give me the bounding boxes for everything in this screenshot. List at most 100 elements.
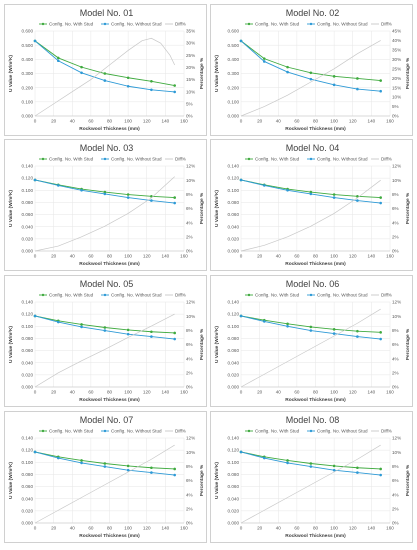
data-point-with bbox=[126, 464, 130, 468]
data-point-with bbox=[80, 459, 83, 462]
y2-tick-label: 35% bbox=[186, 29, 195, 34]
x-tick-label: 100 bbox=[124, 254, 132, 259]
legend-marker-without bbox=[103, 157, 107, 161]
data-point-without bbox=[103, 192, 107, 196]
y2-tick-label: 12% bbox=[392, 436, 401, 441]
data-point-with bbox=[173, 467, 176, 471]
x-tick-label: 80 bbox=[313, 254, 319, 259]
data-point-with bbox=[309, 190, 313, 194]
data-point-with bbox=[379, 79, 382, 82]
y2-axis-label: Percentage % bbox=[405, 57, 411, 89]
legend-marker-with bbox=[41, 157, 45, 161]
series-line-diff bbox=[240, 179, 381, 252]
chart-svg: Model No. 06 Config. No. With Stud Config.… bbox=[214, 279, 411, 403]
y2-tick-label: 40% bbox=[392, 38, 401, 43]
y2-tick-label: 0% bbox=[186, 114, 193, 119]
data-point-without bbox=[56, 184, 60, 187]
legend-marker-without bbox=[103, 293, 107, 297]
y-tick-label: 0.100 bbox=[228, 324, 240, 329]
data-point-with bbox=[150, 330, 153, 334]
chart-title: Model No. 02 bbox=[286, 8, 340, 18]
chart-title: Model No. 08 bbox=[286, 415, 340, 425]
data-point-without bbox=[309, 77, 313, 81]
data-point-with bbox=[126, 76, 130, 80]
y2-tick-label: 10% bbox=[186, 178, 195, 183]
y-axis-label: U Value (W/m²K) bbox=[214, 326, 220, 363]
x-tick-label: 140 bbox=[162, 119, 170, 124]
x-tick-label: 160 bbox=[180, 254, 188, 259]
y2-tick-label: 8% bbox=[392, 464, 399, 469]
y-tick-label: 0.020 bbox=[228, 236, 240, 241]
data-point-with bbox=[379, 331, 382, 334]
y2-tick-label: 12% bbox=[392, 164, 401, 169]
x-tick-label: 120 bbox=[349, 119, 357, 124]
legend-label-without: Config. No. Without Stud bbox=[317, 22, 368, 27]
series-line-without bbox=[34, 40, 175, 93]
chart-title: Model No. 06 bbox=[286, 279, 340, 289]
y-tick-label: 0.120 bbox=[228, 176, 240, 181]
series-line-diff bbox=[34, 37, 176, 117]
data-point-with bbox=[309, 71, 313, 75]
x-axis-label: Rockwool Thickness (mm) bbox=[79, 261, 140, 267]
data-point-without bbox=[103, 465, 107, 468]
x-tick-label: 120 bbox=[143, 119, 151, 124]
y-tick-label: 0.120 bbox=[228, 312, 240, 317]
data-point-without bbox=[173, 201, 176, 205]
y-tick-label: 0.040 bbox=[228, 224, 240, 229]
y2-tick-label: 12% bbox=[186, 300, 195, 305]
y-tick-label: 0.140 bbox=[228, 300, 240, 305]
x-tick-label: 160 bbox=[386, 254, 394, 259]
x-tick-label: 60 bbox=[294, 526, 300, 531]
y2-tick-label: 6% bbox=[392, 206, 399, 211]
data-point-without bbox=[103, 329, 107, 332]
chart-title: Model No. 05 bbox=[80, 279, 134, 289]
y-tick-label: 0.400 bbox=[22, 57, 34, 62]
x-tick-label: 140 bbox=[368, 119, 376, 124]
x-tick-label: 0 bbox=[240, 526, 243, 531]
legend-marker-with bbox=[41, 293, 45, 297]
data-point-without bbox=[286, 188, 289, 192]
data-point-with bbox=[309, 462, 313, 465]
chart-panel: Model No. 08 Config. No. With Stud Config.… bbox=[210, 411, 413, 543]
y2-axis-label: Percentage % bbox=[405, 192, 411, 224]
y2-tick-label: 4% bbox=[392, 492, 399, 497]
data-point-without bbox=[239, 178, 243, 182]
y-tick-label: 0.200 bbox=[228, 85, 240, 90]
legend-label-diff: Diff% bbox=[175, 429, 186, 434]
x-tick-label: 120 bbox=[143, 526, 151, 531]
y-tick-label: 0.300 bbox=[22, 71, 34, 76]
data-point-without bbox=[126, 332, 130, 336]
data-point-without bbox=[239, 314, 243, 318]
data-point-without bbox=[262, 320, 266, 323]
y-axis-label: U Value (W/m²K) bbox=[8, 55, 14, 92]
legend-label-with: Config. No. With Stud bbox=[49, 429, 94, 434]
y2-tick-label: 12% bbox=[186, 164, 195, 169]
y-tick-label: 0.040 bbox=[228, 496, 240, 501]
y-tick-label: 0.020 bbox=[22, 508, 34, 513]
chart-panel: Model No. 06 Config. No. With Stud Config.… bbox=[210, 275, 413, 407]
y2-tick-label: 0% bbox=[392, 114, 399, 119]
y-tick-label: 0.000 bbox=[22, 249, 34, 254]
y2-tick-label: 0% bbox=[392, 385, 399, 390]
data-point-without bbox=[332, 83, 336, 87]
data-point-without bbox=[126, 84, 130, 88]
y2-tick-label: 20% bbox=[186, 65, 195, 70]
y-tick-label: 0.040 bbox=[22, 224, 34, 229]
y2-tick-label: 8% bbox=[186, 328, 193, 333]
data-point-without bbox=[56, 59, 60, 63]
y-tick-label: 0.140 bbox=[228, 164, 240, 169]
x-tick-label: 60 bbox=[294, 390, 300, 395]
legend-label-with: Config. No. With Stud bbox=[49, 157, 94, 162]
series-line-without bbox=[240, 40, 381, 92]
data-point-without bbox=[126, 468, 130, 472]
data-point-with bbox=[56, 56, 60, 60]
data-point-without bbox=[33, 314, 37, 318]
y2-tick-label: 2% bbox=[186, 506, 193, 511]
y2-tick-label: 15% bbox=[186, 77, 195, 82]
y2-tick-label: 6% bbox=[186, 478, 193, 483]
x-tick-label: 0 bbox=[240, 390, 243, 395]
y-tick-label: 0.100 bbox=[22, 324, 34, 329]
y2-tick-label: 6% bbox=[186, 206, 193, 211]
x-tick-label: 80 bbox=[107, 119, 113, 124]
